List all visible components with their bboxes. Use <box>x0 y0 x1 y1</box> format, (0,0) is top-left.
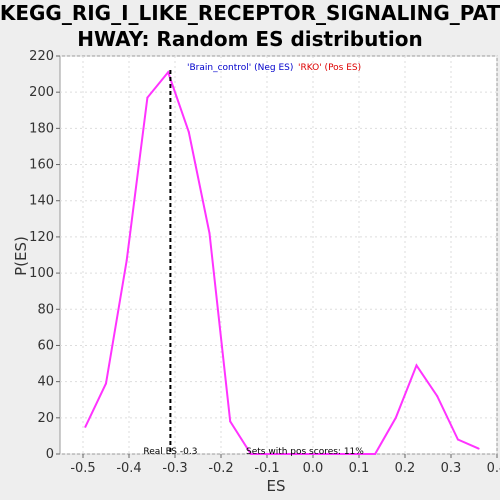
x-tick-label: 0.3 <box>441 461 462 476</box>
data-point <box>394 416 397 419</box>
data-point <box>167 71 170 74</box>
x-tick-label: -0.4 <box>116 461 141 476</box>
data-point <box>187 130 190 133</box>
data-point <box>332 453 335 455</box>
data-point <box>125 259 128 262</box>
data-point <box>374 453 377 455</box>
y-tick-label: 20 <box>37 411 54 426</box>
real-es-marker: Real ES -0.3 <box>143 70 197 457</box>
y-tick-label: 0 <box>46 447 54 462</box>
chart-title-line2: HWAY: Random ES distribution <box>77 27 423 51</box>
data-point <box>291 453 294 455</box>
data-point <box>146 96 149 99</box>
x-tick-label: 0.2 <box>395 461 416 476</box>
y-axis-ticks: 0 20 40 60 80 100 120 140 160 180 200 220 <box>29 49 60 462</box>
x-tick-label: 0.0 <box>303 461 324 476</box>
y-tick-label: 200 <box>29 85 54 100</box>
data-point <box>270 453 273 455</box>
y-tick-label: 160 <box>29 158 54 173</box>
data-point <box>229 420 232 423</box>
grid <box>60 55 498 455</box>
x-axis-ticks: -0.5 -0.4 -0.3 -0.2 -0.1 0.0 0.1 0.2 0.3 0.4 <box>70 454 500 476</box>
y-tick-label: 40 <box>37 375 54 390</box>
y-tick-label: 100 <box>29 266 54 281</box>
y-axis-label: P(ES) <box>12 236 30 276</box>
pos-scores-annotation: Sets with pos scores: 11% <box>246 447 364 457</box>
data-point <box>208 232 211 235</box>
x-tick-label: -0.3 <box>162 461 187 476</box>
data-point <box>84 425 87 428</box>
y-tick-label: 140 <box>29 194 54 209</box>
series-layer <box>84 70 480 455</box>
data-point <box>456 438 459 441</box>
x-tick-label: -0.2 <box>208 461 233 476</box>
x-tick-label: 0.4 <box>487 461 500 476</box>
chart-title-line1: KEGG_RIG_I_LIKE_RECEPTOR_SIGNALING_PAT <box>0 1 500 25</box>
data-point <box>415 364 418 367</box>
data-point <box>477 447 480 450</box>
x-tick-label: -0.5 <box>70 461 95 476</box>
data-point <box>105 382 107 385</box>
y-tick-label: 120 <box>29 230 54 245</box>
legend-pos: 'RKO' (Pos ES) <box>298 63 361 73</box>
distribution-line <box>84 70 480 455</box>
y-tick-label: 220 <box>29 49 54 64</box>
legend-neg: 'Brain_control' (Neg ES) <box>187 63 293 73</box>
y-tick-label: 80 <box>37 302 54 317</box>
data-point <box>436 395 439 398</box>
data-point <box>353 453 356 455</box>
x-tick-label: 0.1 <box>349 461 370 476</box>
y-tick-label: 180 <box>29 121 54 136</box>
real-es-label: Real ES -0.3 <box>143 447 197 457</box>
data-point <box>249 453 252 455</box>
data-point <box>312 453 314 455</box>
plot-area <box>59 55 498 455</box>
y-tick-label: 60 <box>37 338 54 353</box>
x-tick-label: -0.1 <box>254 461 279 476</box>
x-axis-label: ES <box>267 477 286 495</box>
